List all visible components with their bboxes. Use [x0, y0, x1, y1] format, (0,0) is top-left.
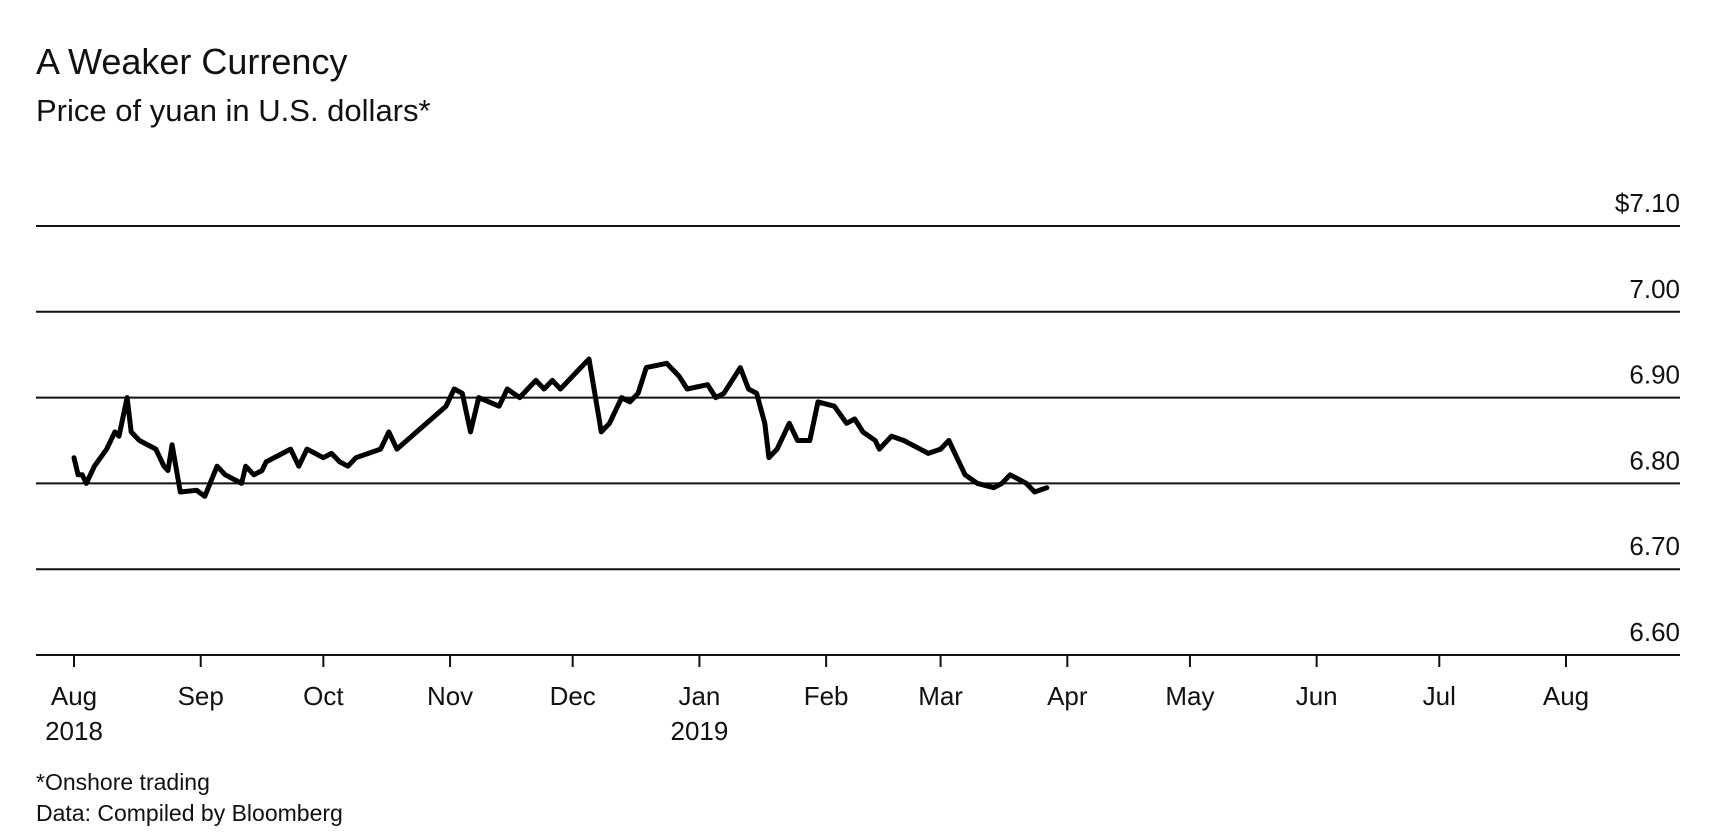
- x-tick-label: Aug: [1543, 681, 1589, 711]
- x-tick-label: Jul: [1423, 681, 1456, 711]
- x-tick-label: Apr: [1047, 681, 1088, 711]
- x-tick-label: Sep: [178, 681, 224, 711]
- footnote: *Onshore trading: [36, 769, 210, 795]
- chart-subtitle: Price of yuan in U.S. dollars*: [36, 93, 431, 128]
- y-tick-label: 7.00: [1629, 274, 1680, 304]
- series-line: [71, 356, 1050, 499]
- y-tick-label: 6.80: [1629, 445, 1680, 475]
- x-tick-label: Oct: [303, 681, 344, 711]
- x-tick-label: May: [1165, 681, 1214, 711]
- gridlines: [36, 225, 1680, 571]
- x-tick-label: Aug: [51, 681, 97, 711]
- x-tick-sublabel: 2019: [670, 716, 728, 746]
- y-axis-labels: $7.10 7.00 6.90 6.80 6.70 6.60: [1615, 188, 1680, 647]
- y-tick-label: 6.70: [1629, 531, 1680, 561]
- x-tick-label: Feb: [804, 681, 849, 711]
- chart-title: A Weaker Currency: [36, 41, 348, 82]
- y-tick-label: 6.60: [1629, 617, 1680, 647]
- x-tick-label: Nov: [427, 681, 473, 711]
- x-tick-label: Jan: [678, 681, 720, 711]
- series-group: [71, 356, 1050, 499]
- x-tick-label: Dec: [550, 681, 596, 711]
- x-tick-label: Mar: [918, 681, 963, 711]
- y-tick-label: 6.90: [1629, 360, 1680, 390]
- x-tick-sublabel: 2018: [45, 716, 103, 746]
- x-axis: Aug 2018 Sep Oct Nov Dec Jan 2019 Feb Mar Apr May Ju…: [36, 654, 1680, 746]
- y-tick-label: $7.10: [1615, 188, 1680, 218]
- x-tick-label: Jun: [1296, 681, 1338, 711]
- source-note: Data: Compiled by Bloomberg: [36, 800, 343, 826]
